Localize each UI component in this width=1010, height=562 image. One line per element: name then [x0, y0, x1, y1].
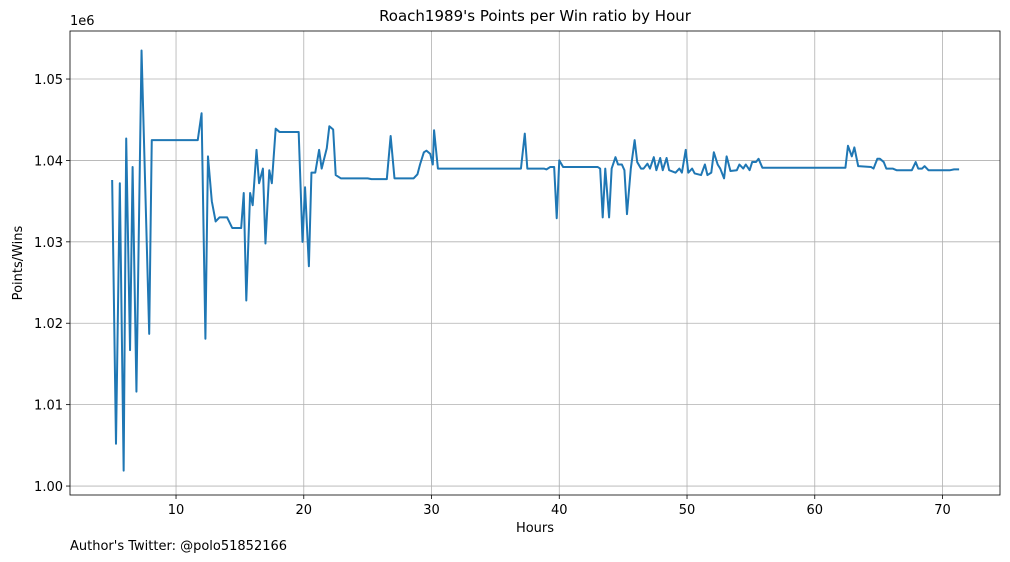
- footnote: Author's Twitter: @polo51852166: [70, 539, 287, 554]
- x-tick-label: 30: [423, 503, 440, 518]
- y-tick-label: 1.02: [34, 317, 63, 332]
- plot-frame: [69, 30, 1001, 496]
- y-tick-label: 1.00: [34, 480, 63, 495]
- y-offset-label: 1e6: [70, 14, 95, 29]
- x-tick-label: 60: [806, 503, 823, 518]
- y-tick-label: 1.05: [34, 73, 63, 88]
- x-tick-label: 20: [296, 503, 313, 518]
- x-tick-label: 50: [679, 503, 696, 518]
- y-tick-label: 1.01: [34, 399, 63, 414]
- x-tick-label: 70: [934, 503, 951, 518]
- y-axis-label: Points/Wins: [11, 225, 26, 300]
- chart-title: Roach1989's Points per Win ratio by Hour: [379, 7, 692, 25]
- y-tick-label: 1.03: [34, 236, 63, 251]
- y-tick-label: 1.04: [34, 154, 63, 169]
- data-line: [111, 49, 960, 472]
- x-axis-label: Hours: [516, 521, 554, 536]
- x-tick-label: 10: [168, 503, 185, 518]
- x-tick-label: 40: [551, 503, 568, 518]
